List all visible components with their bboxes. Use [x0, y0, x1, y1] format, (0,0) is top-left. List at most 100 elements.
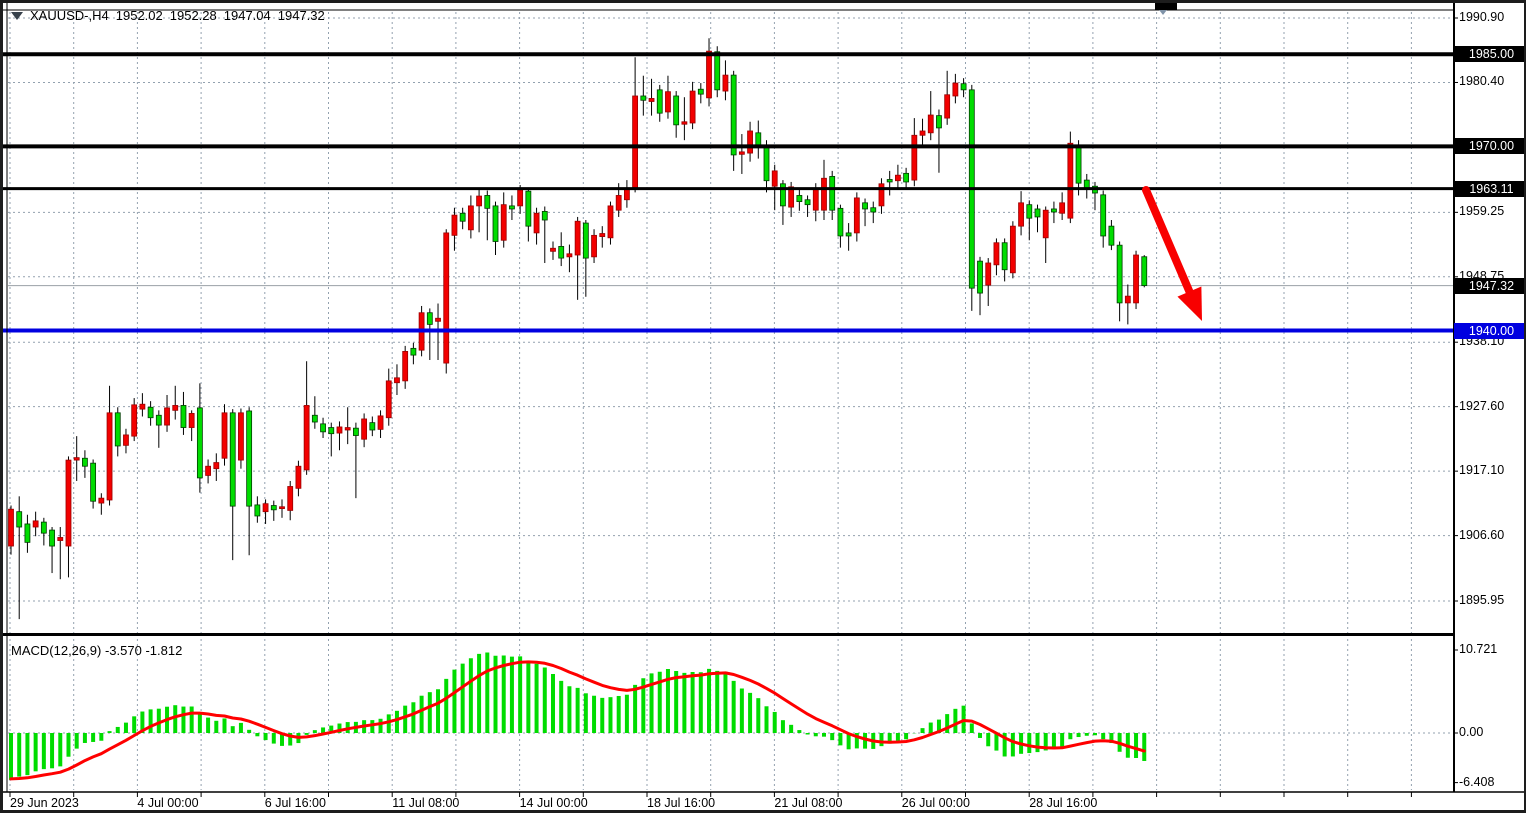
candle-body-bear: [311, 414, 318, 423]
candle-body-bull: [944, 94, 951, 119]
chart-root: XAUUSD-,H4 1952.02 1952.28 1947.04 1947.…: [3, 3, 1524, 810]
candle-body-bear: [49, 529, 55, 547]
macd-axis-label[interactable]: 10.721: [1459, 641, 1498, 656]
candle-body-bull: [648, 98, 655, 102]
window-top-marker: [1155, 3, 1177, 10]
candle-body-bull: [98, 497, 105, 504]
scroll-position-marker-icon[interactable]: [1156, 6, 1170, 15]
candle-body-bear: [509, 205, 515, 210]
candle-body-bear: [714, 51, 721, 91]
candle-body-bear: [1026, 204, 1033, 219]
candle-body-bear: [697, 88, 704, 95]
time-axis-label[interactable]: 29 Jun 2023: [10, 796, 79, 810]
candle-body-bear: [673, 95, 680, 126]
candle-body-bear: [1034, 208, 1041, 218]
candle-body-bear: [525, 190, 532, 227]
candle-body-bull: [123, 434, 129, 446]
candle-body-bear: [977, 260, 983, 294]
time-axis-label[interactable]: 18 Jul 16:00: [647, 796, 716, 810]
chart-canvas[interactable]: [3, 3, 1526, 813]
candle-body-bull: [394, 377, 400, 384]
candle-body-bear: [24, 523, 31, 543]
price-level-badge: 1963.11: [1454, 180, 1524, 197]
candle-body-bull: [812, 187, 819, 211]
candle-body-bear: [780, 183, 786, 207]
candle-body-bull: [853, 197, 860, 234]
candle-body-bull: [738, 151, 745, 155]
time-axis-label[interactable]: 26 Jul 00:00: [901, 796, 970, 810]
candle-body-bull: [665, 91, 671, 113]
time-axis-label[interactable]: 28 Jul 16:00: [1029, 796, 1098, 810]
candle-body-bull: [402, 351, 409, 382]
candle-body-bear: [903, 172, 910, 183]
candle-body-bear: [410, 347, 417, 356]
candle-body-bull: [303, 405, 310, 471]
macd-axis-label[interactable]: -6.408: [1459, 774, 1495, 789]
candle-body-bull: [476, 195, 482, 207]
time-axis-label[interactable]: 21 Jul 08:00: [774, 796, 843, 810]
time-axis-label[interactable]: 14 Jul 00:00: [519, 796, 588, 810]
candle-body-bull: [566, 253, 573, 258]
candle-body-bull: [106, 412, 113, 501]
candle-body-bear: [730, 74, 737, 156]
candle-body-bull: [336, 426, 343, 434]
candle-body-bear: [870, 207, 877, 213]
candle-body-bull: [344, 427, 351, 431]
candle-body-bull: [205, 465, 211, 476]
price-level-badge: 1940.00: [1454, 322, 1524, 339]
time-axis-label[interactable]: 4 Jul 00:00: [137, 796, 199, 810]
candle-body-bear: [640, 95, 647, 101]
candle-body-bear: [558, 246, 565, 259]
candle-body-bull: [1067, 142, 1074, 219]
pane-separator: [3, 633, 1455, 636]
candle-body-bear: [426, 312, 433, 325]
candle-body-bull: [599, 233, 606, 237]
price-axis-label[interactable]: 1906.60: [1459, 527, 1505, 542]
candle-body-bear: [180, 405, 187, 428]
candle-body-bull: [65, 459, 72, 547]
candle-body-bull: [919, 130, 926, 136]
candle-body-bull: [467, 205, 474, 231]
macd-signal-line: [9, 660, 1146, 781]
candle-body-bear: [270, 505, 277, 511]
candle-body-bull: [985, 262, 992, 286]
candle-body-bull: [172, 405, 179, 411]
candle-body-bear: [90, 462, 97, 502]
candle-body-bear: [837, 207, 844, 237]
candle-body-bull: [443, 232, 450, 364]
candle-body-bull: [1059, 202, 1066, 214]
candle-body-bear: [147, 406, 154, 419]
candle-body-bull: [377, 415, 384, 430]
candle-body-bull: [1124, 295, 1131, 304]
candle-body-bear: [1108, 225, 1115, 246]
trend-arrow-shaft[interactable]: [1142, 186, 1195, 299]
ohlc-low: 1947.04: [223, 8, 271, 23]
candle-body-bear: [541, 211, 548, 221]
time-axis-label[interactable]: 11 Jul 08:00: [392, 796, 460, 810]
price-axis-label[interactable]: 1990.90: [1459, 10, 1505, 24]
candle-body-bull: [591, 234, 597, 258]
price-level-badge: 1970.00: [1454, 138, 1524, 155]
price-axis-label[interactable]: 1959.25: [1459, 204, 1505, 219]
time-axis-label[interactable]: 6 Jul 16:00: [264, 796, 326, 810]
price-axis-label[interactable]: 1927.60: [1459, 398, 1505, 413]
candle-body-bear: [40, 521, 47, 534]
price-axis-label[interactable]: 1917.10: [1459, 463, 1505, 478]
price-axis-label[interactable]: 1980.40: [1459, 74, 1505, 89]
candle-body-bear: [82, 457, 88, 467]
candle-body-bull: [57, 537, 64, 541]
macd-axis-label[interactable]: 0.00: [1459, 725, 1484, 739]
trend-arrow-head[interactable]: [1177, 286, 1202, 321]
candle-body-bear: [492, 205, 499, 242]
candle-body-bear: [829, 176, 836, 211]
candle-body-bull: [894, 174, 901, 182]
candle-body-bear: [1116, 244, 1123, 304]
symbol-dropdown-icon[interactable]: [11, 11, 23, 20]
candle-body-bear: [656, 89, 663, 114]
candle-body-bear: [246, 410, 253, 507]
price-axis-label[interactable]: 1895.95: [1459, 593, 1505, 607]
macd-main-value: -3.570: [104, 643, 142, 658]
candle-body-bear: [16, 511, 23, 528]
candle-body-bull: [164, 407, 170, 426]
candle-body-bull: [131, 404, 138, 437]
